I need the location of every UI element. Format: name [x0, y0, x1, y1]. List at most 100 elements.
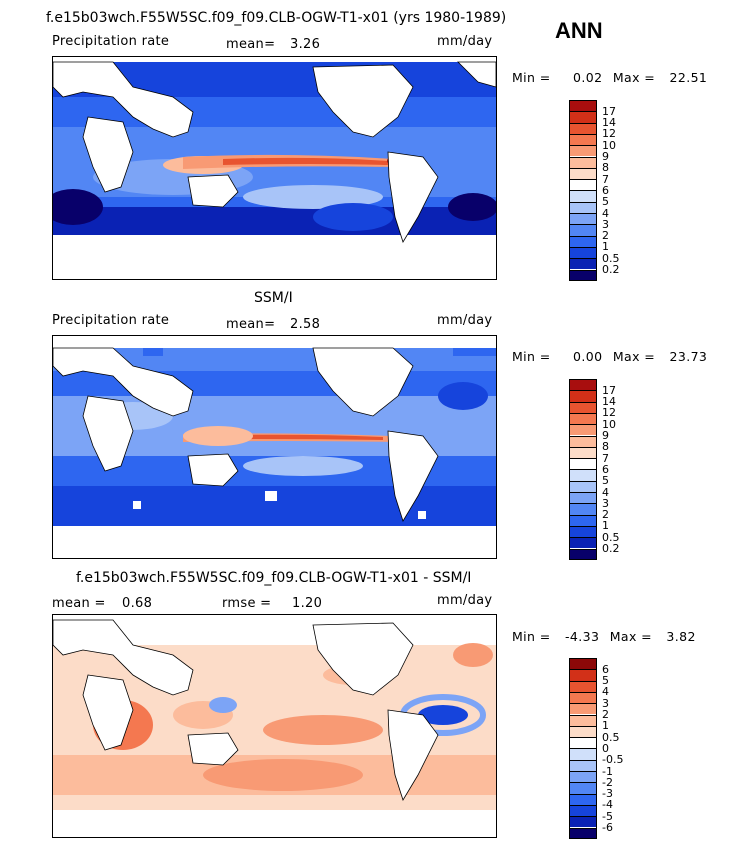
panel-1-minmax: Min = 0.02 Max = 22.51	[512, 70, 707, 85]
panel-1-title: f.e15b03wch.F55W5SC.f09_f09.CLB-OGW-T1-x…	[46, 10, 507, 26]
colorbar-cell	[569, 224, 597, 236]
panel-1-map-svg	[53, 57, 496, 279]
colorbar-tick-label: -4	[602, 798, 613, 812]
colorbar-cell	[569, 737, 597, 749]
panel-1-map	[52, 56, 497, 280]
colorbar-cell	[569, 748, 597, 760]
colorbar-tick-label: 7	[602, 172, 609, 186]
colorbar-tick-label: 3	[602, 696, 609, 710]
colorbar-cell	[569, 548, 597, 560]
panel-2-map	[52, 335, 497, 559]
panel-3-rmse-label: rmse =	[222, 596, 272, 611]
panel-3-minmax: Min = -4.33 Max = 3.82	[512, 629, 696, 644]
panel-2-min-label: Min =	[512, 349, 551, 364]
colorbar-cell	[569, 201, 597, 213]
colorbar-tick-label: 10	[602, 138, 616, 152]
colorbar-tick-label: 3	[602, 217, 609, 231]
colorbar-cell	[569, 269, 597, 281]
colorbar-tick-label: 0.5	[602, 730, 620, 744]
panel-3-title: f.e15b03wch.F55W5SC.f09_f09.CLB-OGW-T1-x…	[76, 570, 472, 586]
panel-3-rmse-value: 1.20	[292, 596, 323, 611]
colorbar-cell	[569, 258, 597, 270]
colorbar-tick-label: 0.5	[602, 530, 620, 544]
colorbar-tick-label: 14	[602, 395, 616, 409]
colorbar-cell	[569, 190, 597, 202]
colorbar-tick-label: 12	[602, 127, 616, 141]
panel-2-minmax: Min = 0.00 Max = 23.73	[512, 349, 707, 364]
panel-2-max-value: 23.73	[669, 349, 708, 364]
colorbar-cell	[569, 714, 597, 726]
panel-3-mean-label: mean =	[52, 596, 106, 611]
colorbar-cell	[569, 133, 597, 146]
colorbar-tick-label: 4	[602, 206, 609, 220]
panel-3-min-value: -4.33	[565, 629, 600, 644]
colorbar-tick-label: 0.2	[602, 542, 620, 555]
colorbar-tick-label: 8	[602, 440, 609, 454]
panel-1-max-label: Max =	[612, 70, 656, 85]
panel-2-title: SSM/I	[254, 290, 293, 306]
colorbar-tick-label: 2	[602, 708, 609, 721]
colorbar-tick-label: 6	[602, 183, 609, 197]
colorbar-cell	[569, 771, 597, 783]
colorbar-frame	[569, 100, 597, 281]
colorbar-tick-label: 2	[602, 229, 609, 243]
colorbar-tick-label: 5	[602, 474, 609, 488]
colorbar-cell	[569, 235, 597, 247]
colorbar-tick-label: -2	[602, 775, 613, 789]
colorbar-cell	[569, 179, 597, 191]
colorbar-cell	[569, 782, 597, 794]
colorbar-tick-label: 0	[602, 741, 609, 755]
colorbar-tick-label: 3	[602, 496, 609, 510]
colorbar-cell	[569, 793, 597, 805]
colorbar-tick-label: -0.5	[602, 753, 624, 767]
panel-3-max-value: 3.82	[666, 629, 696, 644]
colorbar-tick-label: -6	[602, 821, 613, 834]
colorbar-cell	[569, 680, 597, 692]
colorbar-tick-label: 8	[602, 161, 609, 175]
panel-1-units: mm/day	[437, 34, 493, 49]
colorbar-tick-label: -1	[602, 764, 613, 778]
colorbar-cell	[569, 390, 597, 402]
colorbar-tick-label: 17	[602, 383, 616, 397]
panel-3-map-svg	[53, 615, 496, 837]
colorbar-cell	[569, 525, 597, 538]
panel-3-mean-value: 0.68	[122, 596, 153, 611]
panel-3-min-label: Min =	[512, 629, 551, 644]
colorbar-tick-label: 9	[602, 429, 609, 442]
colorbar-cell	[569, 816, 597, 828]
colorbar-tick-label: 0.5	[602, 251, 620, 265]
panel-1-mean-value: 3.26	[290, 37, 321, 52]
panel-2-min-value: 0.00	[573, 349, 603, 364]
colorbar-tick-label: 6	[602, 662, 609, 676]
panel-2-units: mm/day	[437, 313, 493, 328]
panel-3-map	[52, 614, 497, 838]
colorbar-cell	[569, 122, 597, 134]
colorbar-tick-label: 0.2	[602, 263, 620, 276]
colorbar-tick-label: 5	[602, 195, 609, 209]
colorbar-cell	[569, 759, 597, 771]
colorbar-cell	[569, 537, 597, 549]
colorbar-tick-label: 14	[602, 116, 616, 130]
colorbar-cell	[569, 703, 597, 715]
panel-1-min-value: 0.02	[573, 70, 603, 85]
colorbar-cell	[569, 480, 597, 492]
colorbar-cell	[569, 503, 597, 515]
colorbar-cell	[569, 401, 597, 413]
panel-2-map-svg	[53, 336, 496, 558]
panel-2-variable-label: Precipitation rate	[52, 313, 170, 328]
colorbar-tick-label: 2	[602, 508, 609, 522]
colorbar-tick-label: 1	[602, 240, 609, 254]
colorbar-cell	[569, 246, 597, 259]
panel-2-mean-value: 2.58	[290, 317, 321, 332]
colorbar-cell	[569, 412, 597, 425]
colorbar-tick-label: 7	[602, 451, 609, 465]
colorbar-tick-label: 17	[602, 104, 616, 118]
panel-3-units: mm/day	[437, 593, 493, 608]
colorbar-tick-label: 5	[602, 674, 609, 688]
colorbar-cell	[569, 111, 597, 123]
colorbar-tick-label: 1	[602, 719, 609, 733]
colorbar-cell	[569, 469, 597, 481]
colorbar-cell	[569, 446, 597, 459]
colorbar-cell	[569, 435, 597, 447]
colorbar-cell	[569, 213, 597, 225]
